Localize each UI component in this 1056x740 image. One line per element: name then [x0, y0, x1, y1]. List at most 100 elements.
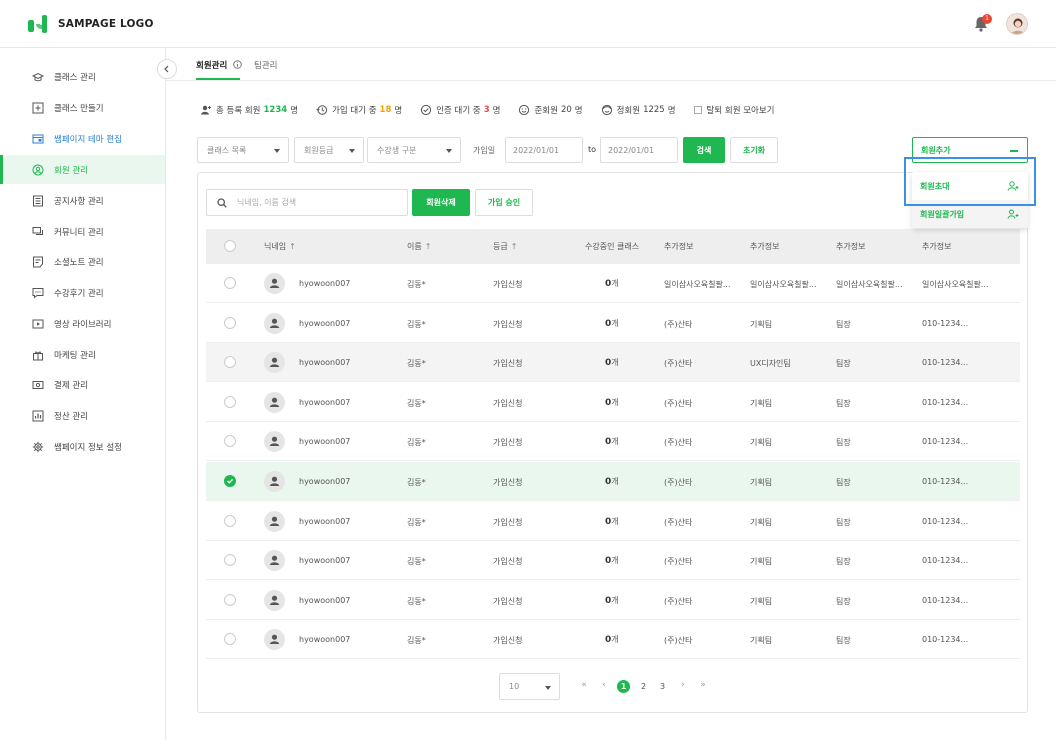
sidebar-item-theme-edit[interactable]: 쌤페이지 테마 편집 [0, 124, 165, 153]
prev-page-icon[interactable]: ‹ [602, 680, 606, 690]
cell-nickname: hyowoon007 [299, 596, 351, 605]
row-checkbox[interactable] [224, 633, 236, 645]
chevron-left-icon [164, 65, 169, 73]
tab-team-manage[interactable]: 팀관리 [254, 61, 278, 71]
cell-class-count: 0개 [605, 476, 619, 487]
stat-unit: 명 [667, 106, 676, 116]
menu-item-invite-member[interactable]: 회원초대 [912, 172, 1028, 200]
table-row[interactable]: hyowoon007 김동* 가입신청 0개 (주)산타 기획팀 팀장 010-1234... [206, 620, 1020, 659]
top-bar: SAMPAGE LOGO 1 [0, 0, 1056, 48]
row-checkbox[interactable] [224, 475, 236, 487]
cell-info-3: 팀장 [836, 478, 851, 487]
row-checkbox[interactable] [224, 435, 236, 447]
cell-class-count: 0개 [605, 516, 619, 527]
select-all-checkbox[interactable] [224, 240, 236, 252]
next-page-icon[interactable]: › [681, 680, 685, 690]
last-page-icon[interactable]: » [700, 680, 706, 690]
sidebar-collapse-button[interactable] [157, 59, 177, 79]
profile-avatar[interactable] [1006, 13, 1028, 35]
stat-value: 1234 [263, 105, 288, 115]
sidebar-item-video-library[interactable]: 영상 라이브러리 [0, 309, 165, 338]
layout-icon [32, 133, 44, 145]
table-row[interactable]: hyowoon007 김동* 가입신청 0개 (주)산타 기획팀 팀장 010-1234... [206, 502, 1020, 541]
withdrawn-checkbox[interactable] [693, 106, 702, 114]
first-page-icon[interactable]: « [581, 680, 587, 690]
cell-grade: 가입신청 [493, 280, 523, 289]
cell-class-count: 0개 [605, 595, 619, 606]
class-count-unit: 개 [611, 358, 619, 367]
date-to-input[interactable]: 2022/01/01 [600, 137, 678, 163]
logo[interactable]: SAMPAGE LOGO [28, 14, 154, 34]
table-row[interactable]: hyowoon007 김동* 가입신청 0개 (주)산타 기획팀 팀장 010-1234... [206, 541, 1020, 580]
column-header-nickname[interactable]: 닉네임 ↑ [264, 241, 296, 252]
page-1-button[interactable]: 1 [617, 680, 630, 693]
column-header-label: 등급 [493, 242, 508, 251]
withdrawn-toggle[interactable]: 탈퇴 회원 모아보기 [693, 104, 775, 116]
class-count-unit: 개 [611, 556, 619, 565]
check-circle-icon [420, 104, 432, 116]
student-type-select[interactable]: 수강생 구분 [367, 137, 461, 163]
table-row[interactable]: hyowoon007 김동* 가입신청 0개 (주)산타 기획팀 팀장 010-1234... [206, 422, 1020, 461]
member-search-input[interactable]: 닉네임, 이름 검색 [206, 189, 408, 216]
table-row[interactable]: hyowoon007 김동* 가입신청 0개 (주)산타 기획팀 팀장 010-1234... [206, 304, 1020, 343]
happy-face-icon [601, 104, 613, 116]
cell-grade: 가입신청 [493, 597, 523, 606]
sidebar-item-class-create[interactable]: 클래스 만들기 [0, 93, 165, 122]
row-checkbox[interactable] [224, 356, 236, 368]
stat-pending: 가입 대기 중 18 명 [316, 104, 402, 116]
cell-info-3: 팀장 [836, 359, 851, 368]
column-header-grade[interactable]: 등급 ↑ [493, 241, 517, 252]
row-checkbox[interactable] [224, 277, 236, 289]
column-header-name[interactable]: 이름 ↑ [407, 241, 431, 252]
cell-info-4: 010-1234... [922, 596, 969, 605]
sidebar-item-member-manage[interactable]: 회원 관리 [0, 155, 165, 184]
class-list-select[interactable]: 클래스 목록 [197, 137, 289, 163]
stat-label: 가입 대기 중 [332, 106, 377, 116]
notice-board-icon [32, 195, 44, 207]
cell-info-3: 팀장 [836, 518, 851, 527]
sidebar-item-payment[interactable]: 결제 관리 [0, 370, 165, 399]
table-row[interactable]: hyowoon007 김동* 가입신청 0개 (주)산타 기획팀 팀장 010-1234... [206, 462, 1020, 501]
cell-info-1: (주)산타 [664, 438, 693, 447]
sidebar-item-marketing[interactable]: 마케팅 관리 [0, 340, 165, 369]
sidebar-item-settlement[interactable]: 정산 관리 [0, 401, 165, 430]
stat-regular: 정회원 1225 명 [601, 104, 676, 116]
cell-info-1: (주)산타 [664, 597, 693, 606]
table-row[interactable]: hyowoon007 김동* 가입신청 0개 일이삼사오육칠팔... 일이삼사오육칠팔..… [206, 264, 1020, 303]
search-button[interactable]: 검색 [683, 137, 725, 163]
row-checkbox[interactable] [224, 396, 236, 408]
sidebar-item-page-settings[interactable]: 쌤페이지 정보 설정 [0, 432, 165, 461]
table-row[interactable]: hyowoon007 김동* 가입신청 0개 (주)산타 기획팀 팀장 010-1234... [206, 581, 1020, 620]
delete-member-button[interactable]: 회원삭제 [412, 189, 470, 216]
cell-info-4: 010-1234... [922, 437, 969, 446]
sidebar-item-class-manage[interactable]: 클래스 관리 [0, 62, 165, 91]
sidebar-item-community[interactable]: 커뮤니티 관리 [0, 217, 165, 246]
row-checkbox[interactable] [224, 594, 236, 606]
sidebar-item-social-note[interactable]: 소셜노트 관리 [0, 247, 165, 276]
reset-button[interactable]: 초기화 [730, 137, 778, 163]
info-icon[interactable] [233, 60, 243, 69]
sidebar-item-review[interactable]: 수강후기 관리 [0, 278, 165, 307]
sidebar-item-label: 소셜노트 관리 [54, 257, 104, 268]
row-checkbox[interactable] [224, 554, 236, 566]
grade-select[interactable]: 회원등급 [294, 137, 364, 163]
page-size-select[interactable]: 10 [499, 673, 560, 700]
row-checkbox[interactable] [224, 515, 236, 527]
page-2-button[interactable]: 2 [640, 682, 647, 691]
user-avatar-icon [264, 392, 285, 413]
sidebar-item-notice[interactable]: 공지사항 관리 [0, 186, 165, 215]
table-row[interactable]: hyowoon007 김동* 가입신청 0개 (주)산타 UX디자인팀 팀장 010-1234… [206, 343, 1020, 382]
logo-mark-icon [28, 15, 47, 33]
column-header-classes: 수강중인 클래스 [585, 242, 640, 251]
select-value: 클래스 목록 [207, 145, 247, 155]
history-clock-icon [316, 104, 328, 116]
row-checkbox[interactable] [224, 317, 236, 329]
approve-join-button[interactable]: 가입 승인 [475, 189, 533, 216]
tab-member-manage[interactable]: 회원관리 [196, 59, 243, 71]
page-3-button[interactable]: 3 [659, 682, 666, 691]
cell-nickname: hyowoon007 [299, 398, 351, 407]
table-row[interactable]: hyowoon007 김동* 가입신청 0개 (주)산타 기획팀 팀장 010-1234... [206, 383, 1020, 422]
date-from-input[interactable]: 2022/01/01 [505, 137, 583, 163]
sidebar-item-label: 영상 라이브러리 [54, 319, 112, 330]
stat-unit: 명 [290, 106, 299, 116]
